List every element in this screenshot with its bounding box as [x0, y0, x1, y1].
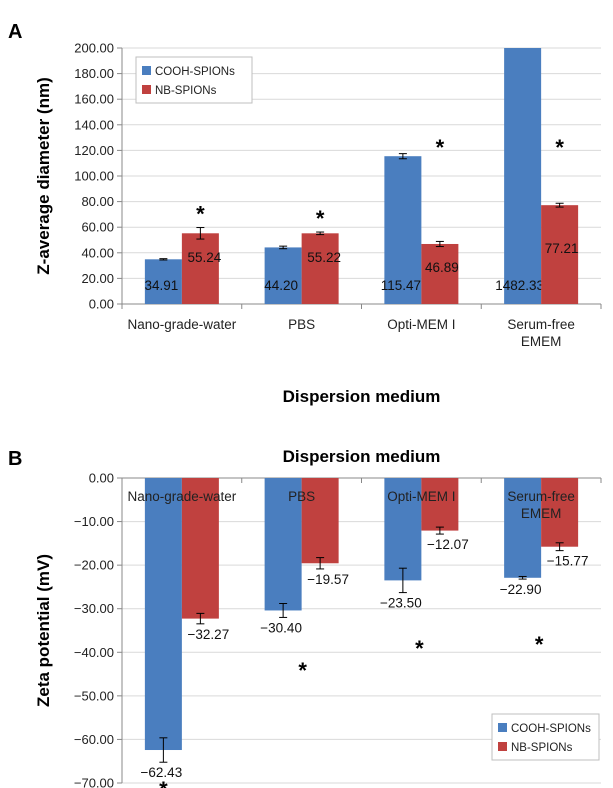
y-tick-label: −20.00 [74, 558, 114, 573]
y-tick-label: −50.00 [74, 688, 114, 703]
category-label: Serum-free [507, 489, 575, 504]
data-label: 1482.33 [495, 278, 544, 293]
y-tick-label: 60.00 [81, 220, 114, 235]
data-label: 55.24 [187, 250, 221, 265]
panel-a: A 0.00 20.00 40.00 60.00 80.00 100.00 120.00 140… [8, 21, 602, 406]
category-label: PBS [288, 489, 315, 504]
y-tick-label: −10.00 [74, 514, 114, 529]
legend-label: COOH-SPIONs [511, 723, 591, 735]
category-label: Serum-free [507, 317, 575, 332]
data-label: 34.91 [144, 278, 178, 293]
data-label: −30.40 [260, 620, 302, 635]
bar-cooh-spions [384, 478, 422, 581]
data-label: 55.22 [307, 250, 341, 265]
bar-cooh-spions [504, 478, 542, 578]
data-label: 115.47 [381, 278, 421, 293]
data-label: −62.43 [141, 765, 183, 780]
data-label: −22.90 [500, 582, 542, 597]
significance-star: * [415, 636, 424, 661]
y-tick-label: −30.00 [74, 601, 114, 616]
y-tick-label: 0.00 [89, 297, 114, 312]
category-label: Opti-MEM I [387, 317, 455, 332]
y-tick-label: 0.00 [89, 471, 114, 486]
panel-letter: A [8, 21, 22, 43]
y-tick-label: −60.00 [74, 732, 114, 747]
y-axis-title: Zeta potential (mV) [34, 554, 53, 707]
category-label: PBS [288, 317, 315, 332]
legend-swatch [498, 742, 507, 751]
significance-star: * [159, 777, 168, 788]
data-label: −19.57 [307, 572, 349, 587]
significance-star: * [316, 206, 325, 231]
y-tick-label: 40.00 [81, 245, 114, 260]
bar-cooh-spions [144, 478, 182, 751]
legend-label: NB-SPIONs [511, 742, 573, 754]
significance-star: * [436, 135, 445, 160]
legend-swatch [142, 66, 151, 75]
y-tick-label: 80.00 [81, 194, 114, 209]
panel-letter: B [8, 448, 22, 470]
significance-star: * [196, 202, 205, 227]
bar-nb-spions [541, 205, 579, 304]
legend-label: COOH-SPIONs [155, 66, 235, 78]
bar-nb-spions [421, 478, 459, 531]
legend-box [491, 713, 600, 761]
category-label: EMEM [521, 506, 562, 521]
category-label: Nano-grade-water [127, 317, 236, 332]
data-label: −15.77 [547, 554, 589, 569]
bar-nb-spions [181, 233, 219, 304]
bar-nb-spions [541, 478, 579, 547]
bar-nb-spions [421, 243, 459, 304]
legend-box [135, 56, 253, 104]
significance-star: * [298, 658, 307, 683]
bar-nb-spions [301, 478, 339, 564]
y-tick-label: 100.00 [74, 169, 114, 184]
data-label: −32.27 [188, 627, 230, 642]
category-label: Opti-MEM I [387, 489, 455, 504]
data-label: 44.20 [264, 278, 298, 293]
data-label: 46.89 [425, 260, 459, 275]
bar-cooh-spions [504, 48, 542, 304]
legend-label: NB-SPIONs [155, 85, 217, 97]
y-tick-label: 160.00 [74, 92, 114, 107]
y-tick-label: 180.00 [74, 66, 114, 81]
data-label: −23.50 [380, 596, 422, 611]
bar-cooh-spions [264, 247, 302, 304]
y-tick-label: −70.00 [74, 776, 114, 788]
bar-nb-spions [301, 233, 339, 304]
category-label: Nano-grade-water [127, 489, 236, 504]
y-axis-title: Z-average diameter (nm) [34, 77, 53, 274]
y-tick-label: −40.00 [74, 645, 114, 660]
data-label: −12.07 [427, 537, 469, 552]
x-axis-title: Dispersion medium [283, 387, 441, 406]
y-tick-label: 200.00 [74, 41, 114, 56]
significance-star: * [535, 632, 544, 657]
panel-b: B 0.00 −10.00 −20.00 −30.00 −40.00 −50.00 −60.0… [8, 447, 602, 788]
category-label: EMEM [521, 334, 562, 349]
bar-nb-spions [181, 478, 219, 619]
data-label: 77.21 [545, 241, 579, 256]
bar-cooh-spions [264, 478, 302, 611]
bar-cooh-spions [144, 259, 182, 304]
chart-title: Dispersion medium [283, 447, 441, 466]
significance-star: * [555, 135, 564, 160]
y-tick-label: 140.00 [74, 117, 114, 132]
bar-cooh-spions [384, 156, 422, 304]
y-tick-label: 120.00 [74, 143, 114, 158]
legend-swatch [142, 85, 151, 94]
y-tick-label: 20.00 [81, 271, 114, 286]
legend-swatch [498, 723, 507, 732]
